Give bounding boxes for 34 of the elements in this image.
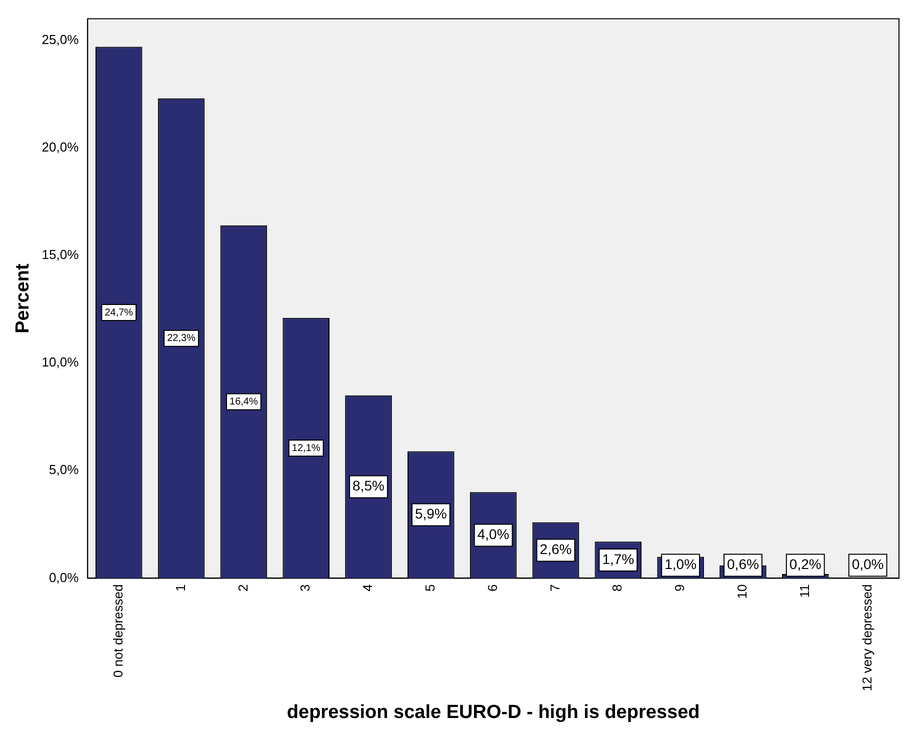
x-tick-label: 12 very depressed bbox=[859, 584, 874, 692]
x-axis-title: depression scale EURO-D - high is depressed bbox=[286, 702, 700, 723]
x-tick-label: 5 bbox=[422, 584, 438, 592]
y-tick-label: 5,0% bbox=[49, 462, 80, 478]
y-tick-label: 0,0% bbox=[49, 570, 80, 585]
x-tick-label: 7 bbox=[547, 584, 562, 592]
data-label: 16,4% bbox=[230, 396, 258, 408]
data-label: 5,9% bbox=[414, 506, 447, 522]
x-tick-label: 10 bbox=[734, 584, 750, 599]
x-tick-label: 11 bbox=[796, 584, 812, 598]
data-label: 24,7% bbox=[104, 307, 134, 318]
y-tick-label: 10,0% bbox=[42, 354, 80, 370]
y-tick-label: 20,0% bbox=[42, 139, 80, 154]
data-label: 1,7% bbox=[602, 550, 634, 567]
x-tick-label: 8 bbox=[610, 584, 625, 592]
data-label: 4,0% bbox=[477, 526, 510, 542]
x-tick-label: 1 bbox=[172, 584, 188, 592]
x-tick-label: 4 bbox=[360, 584, 376, 592]
x-tick-label: 6 bbox=[484, 584, 500, 592]
x-tick-label: 9 bbox=[672, 584, 688, 592]
x-tick-label: 2 bbox=[235, 584, 250, 592]
y-tick-label: 25,0% bbox=[42, 32, 80, 47]
data-label: 8,5% bbox=[352, 478, 384, 494]
data-label: 0,6% bbox=[727, 556, 759, 572]
data-label: 12,1% bbox=[292, 442, 320, 454]
data-label: 2,6% bbox=[540, 541, 572, 558]
x-tick-label: 0 not depressed bbox=[110, 584, 126, 678]
data-label: 1,0% bbox=[664, 556, 697, 572]
x-tick-label: 3 bbox=[298, 584, 313, 592]
data-label: 22,3% bbox=[167, 333, 196, 344]
y-tick-label: 15,0% bbox=[42, 247, 80, 262]
data-label: 0,2% bbox=[789, 556, 822, 572]
y-axis-title: Percent bbox=[12, 263, 34, 334]
data-label: 0,0% bbox=[852, 556, 884, 572]
